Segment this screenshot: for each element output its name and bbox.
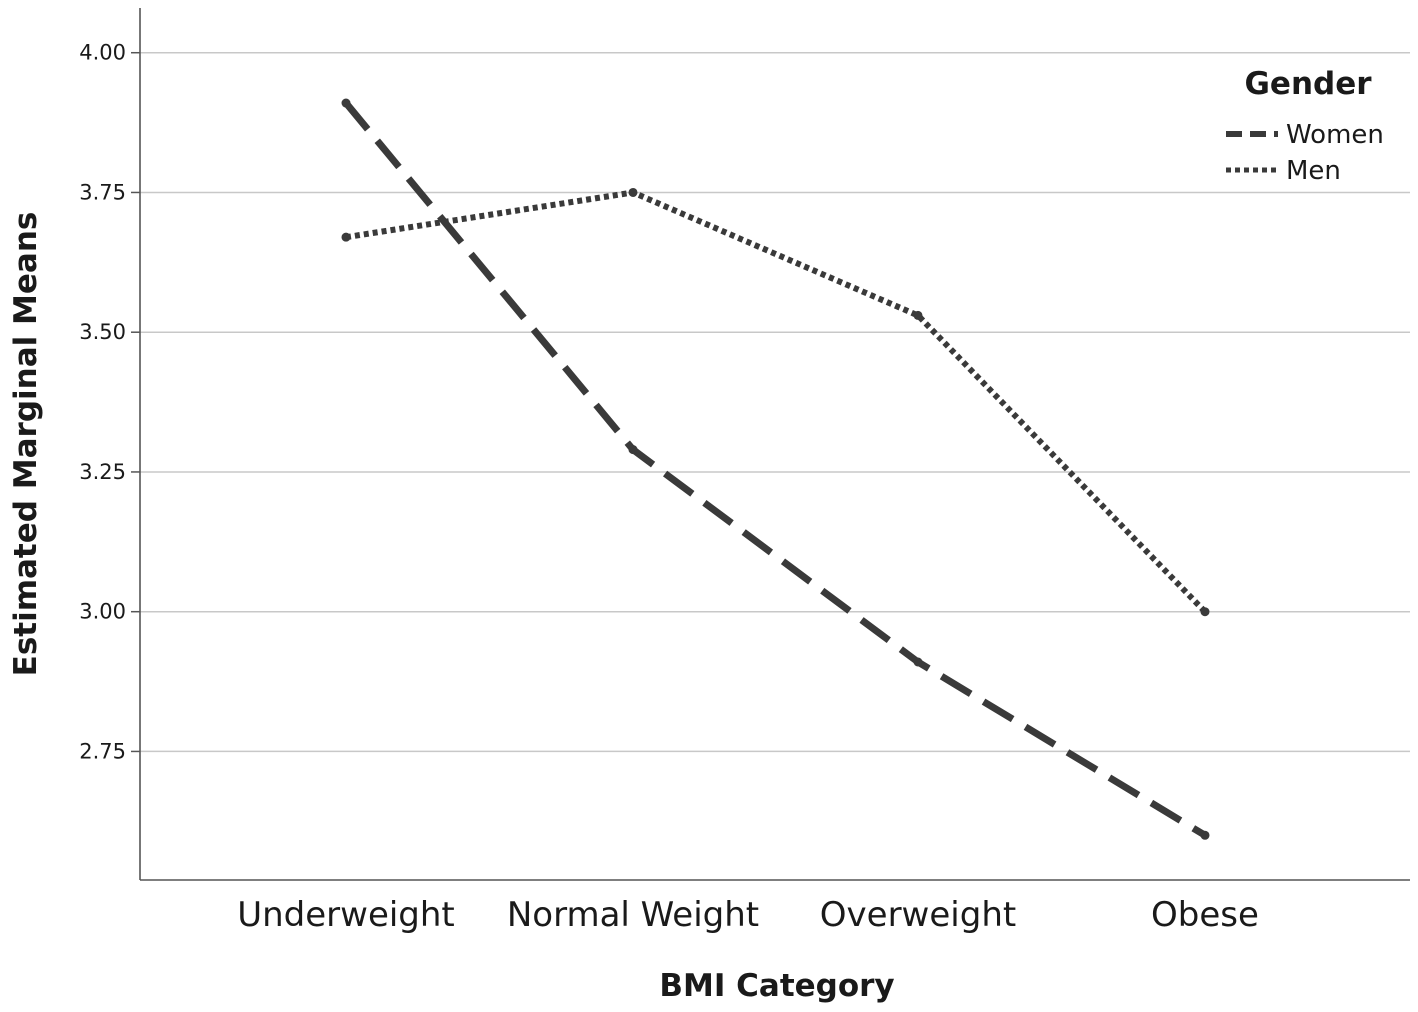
data-point-men [341,232,351,242]
data-point-women [628,445,638,455]
legend-label-men: Men [1286,156,1341,186]
data-point-women [341,98,351,108]
y-tick-label: 3.00 [79,600,126,624]
series-line-men [345,189,1208,614]
legend: Gender Women Men [1226,66,1384,186]
series-line-women [343,100,1207,839]
data-point-men [628,187,638,197]
x-tick-label: Obese [1151,895,1259,935]
x-tick-label: Overweight [820,895,1016,935]
y-tick-label: 3.25 [79,460,126,484]
y-tick-labels: 2.75 3.00 3.25 3.50 3.75 4.00 [79,41,126,764]
data-point-women [1200,830,1210,840]
x-tick-label: Underweight [237,895,455,935]
gridlines [131,51,1410,753]
legend-items: Women Men [1226,120,1384,186]
x-tick-label: Normal Weight [507,895,759,935]
series-lines [341,98,1210,840]
legend-title: Gender [1244,66,1372,102]
data-point-men [913,310,923,320]
data-point-women [913,657,923,667]
x-tick-labels: Underweight Normal Weight Overweight Obese [237,895,1259,935]
axes [139,8,1410,881]
y-tick-label: 4.00 [79,41,126,65]
y-tick-label: 3.75 [79,180,126,204]
y-axis-title: Estimated Marginal Means [8,212,44,677]
y-tick-label: 3.50 [79,320,126,344]
y-tick-label: 2.75 [79,739,126,763]
data-point-men [1200,607,1210,617]
legend-label-women: Women [1286,120,1384,150]
x-axis-title: BMI Category [659,968,894,1004]
